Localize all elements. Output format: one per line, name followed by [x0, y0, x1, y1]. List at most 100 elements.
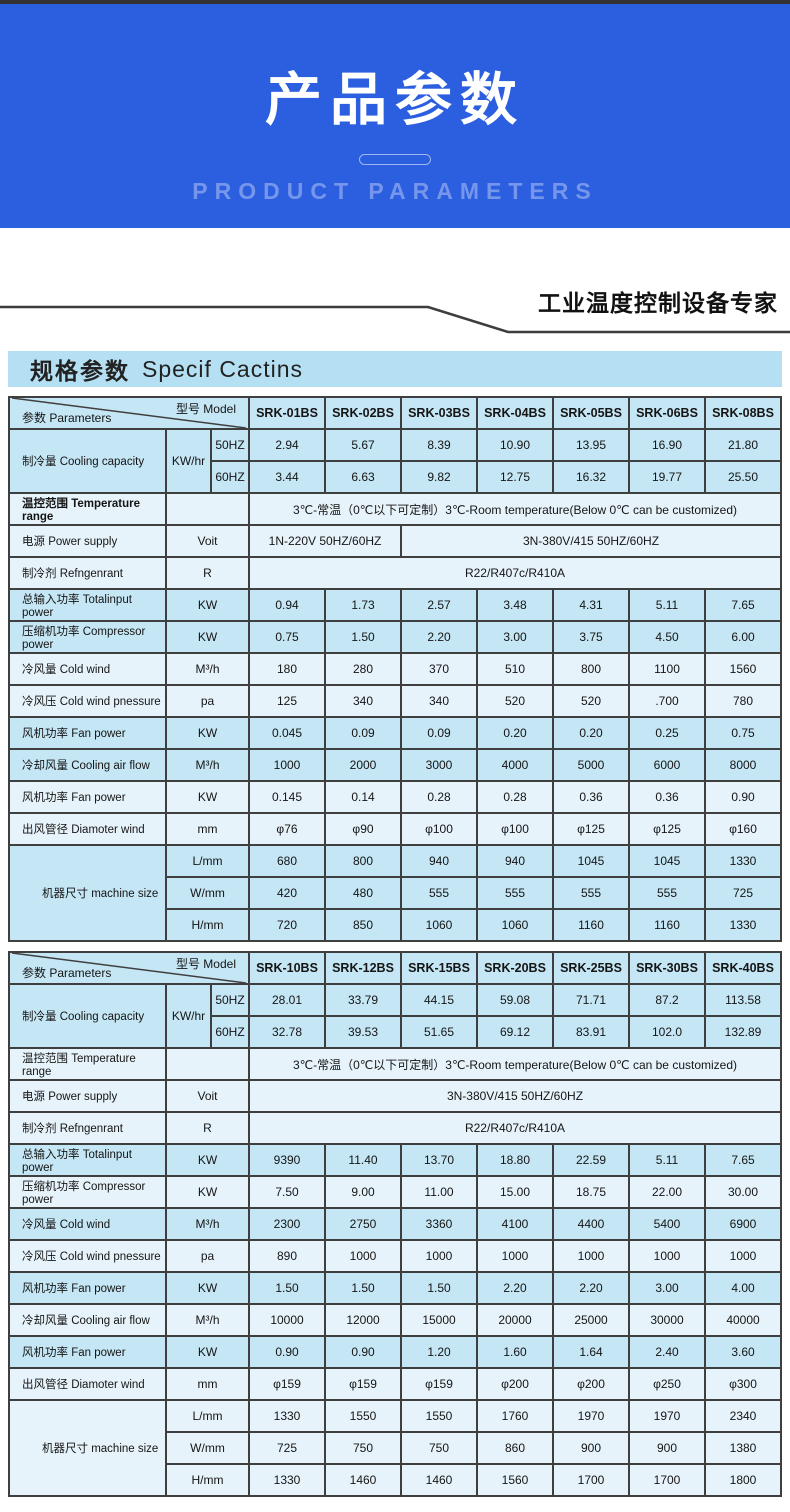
- model-header-cell: SRK-40BS: [704, 951, 782, 985]
- table-row: 压缩机功率 Compressor power KW 0.75 1.50 2.20 3.00…: [8, 620, 782, 654]
- unit-cell: R: [165, 1111, 250, 1145]
- value-cell: 0.90: [704, 780, 782, 814]
- row-label: 制冷剂 Refngenrant: [8, 1111, 167, 1145]
- unit-cell: KW: [165, 780, 250, 814]
- row-label: 风机功率 Fan power: [8, 1271, 167, 1305]
- table-row: 电源 Power supply Voit 3N-380V/415 50HZ/60HZ: [8, 1079, 782, 1113]
- value-cell: 1.50: [248, 1271, 326, 1305]
- unit-cell: KW: [165, 1143, 250, 1177]
- unit-cell: KW: [165, 620, 250, 654]
- corner-model-label: 型号 Model: [175, 402, 236, 416]
- table-row: 出风管径 Diamoter wind mm φ76 φ90 φ100 φ100 φ125 φ1…: [8, 812, 782, 846]
- unit-cell: KW: [165, 1335, 250, 1369]
- row-label: 出风管径 Diamoter wind: [8, 812, 167, 846]
- model-header-cell: SRK-10BS: [248, 951, 326, 985]
- value-cell: 1000: [704, 1239, 782, 1273]
- value-cell: 720: [248, 908, 326, 942]
- value-cell: 1000: [628, 1239, 706, 1273]
- value-cell: 1970: [628, 1399, 706, 1433]
- value-cell: 555: [552, 876, 630, 910]
- value-cell: 0.20: [476, 716, 554, 750]
- value-cell: 1.50: [324, 1271, 402, 1305]
- model-header-cell: SRK-06BS: [628, 396, 706, 430]
- value-cell: 3.44: [248, 460, 326, 494]
- value-cell: 420: [248, 876, 326, 910]
- value-cell: 3.00: [628, 1271, 706, 1305]
- unit-cell: [165, 492, 250, 526]
- row-label: 风机功率 Fan power: [8, 780, 167, 814]
- value-cell: 44.15: [400, 983, 478, 1017]
- unit-cell: KW: [165, 1175, 250, 1209]
- value-cell: 940: [400, 844, 478, 878]
- value-cell: 87.2: [628, 983, 706, 1017]
- value-cell: 11.00: [400, 1175, 478, 1209]
- value-cell: 1700: [552, 1463, 630, 1497]
- section-title-en: Specif Cactins: [142, 355, 304, 382]
- value-cell: φ159: [248, 1367, 326, 1401]
- value-cell: 1000: [476, 1239, 554, 1273]
- value-cell: 0.14: [324, 780, 402, 814]
- value-cell: 21.80: [704, 428, 782, 462]
- row-label: 风机功率 Fan power: [8, 716, 167, 750]
- row-label: 总输入功率 Totalinput power: [8, 1143, 167, 1177]
- value-cell: 900: [552, 1431, 630, 1465]
- row-label: 机器尺寸 machine size: [8, 844, 167, 942]
- value-cell: φ200: [476, 1367, 554, 1401]
- unit-cell: [165, 1047, 250, 1081]
- value-cell: 0.25: [628, 716, 706, 750]
- value-cell: 13.70: [400, 1143, 478, 1177]
- value-cell: 10000: [248, 1303, 326, 1337]
- value-cell: 32.78: [248, 1015, 326, 1049]
- unit-cell: Voit: [165, 524, 250, 558]
- value-cell: 18.75: [552, 1175, 630, 1209]
- unit-cell: R: [165, 556, 250, 590]
- value-cell: 1760: [476, 1399, 554, 1433]
- value-cell: 1100: [628, 652, 706, 686]
- value-cell: 800: [552, 652, 630, 686]
- unit-cell: M³/h: [165, 652, 250, 686]
- value-cell: 1460: [400, 1463, 478, 1497]
- span-value-cell: R22/R407c/R410A: [248, 1111, 782, 1145]
- value-cell: φ250: [628, 1367, 706, 1401]
- value-cell: 1330: [248, 1399, 326, 1433]
- value-cell: 1560: [704, 652, 782, 686]
- table-header-row: 型号 Model 参数 Parameters SRK-10BS SRK-12BS SRK…: [8, 951, 782, 985]
- table-row: 制冷剂 Refngenrant R R22/R407c/R410A: [8, 1111, 782, 1145]
- value-cell: 0.90: [324, 1335, 402, 1369]
- unit-cell: M³/h: [165, 1207, 250, 1241]
- row-label: 机器尺寸 machine size: [8, 1399, 167, 1497]
- value-cell: 25000: [552, 1303, 630, 1337]
- value-cell: 9.00: [324, 1175, 402, 1209]
- unit-cell: KW: [165, 588, 250, 622]
- divider-section: 工业温度控制设备专家: [0, 228, 790, 351]
- value-cell: φ300: [704, 1367, 782, 1401]
- value-cell: 11.40: [324, 1143, 402, 1177]
- value-cell: 2750: [324, 1207, 402, 1241]
- value-cell: 4.50: [628, 620, 706, 654]
- value-cell: 5000: [552, 748, 630, 782]
- table-row: 风机功率 Fan power KW 0.145 0.14 0.28 0.28 0.36 0.3…: [8, 780, 782, 814]
- value-cell: 4.31: [552, 588, 630, 622]
- value-cell: 0.75: [248, 620, 326, 654]
- row-label: 出风管径 Diamoter wind: [8, 1367, 167, 1401]
- value-cell: 1000: [324, 1239, 402, 1273]
- value-cell: 16.90: [628, 428, 706, 462]
- value-cell: 1045: [628, 844, 706, 878]
- value-cell: 1.50: [400, 1271, 478, 1305]
- diagonal-line: [12, 953, 246, 983]
- value-cell: 890: [248, 1239, 326, 1273]
- value-cell: 3.48: [476, 588, 554, 622]
- freq-cell: 60HZ: [210, 460, 250, 494]
- value-cell: 1000: [248, 748, 326, 782]
- table-row: 冷风压 Cold wind pnessure pa 125 340 340 520 520.…: [8, 684, 782, 718]
- freq-cell: 50HZ: [210, 428, 250, 462]
- corner-model-label: 型号 Model: [175, 957, 236, 971]
- value-cell: 33.79: [324, 983, 402, 1017]
- value-cell: 680: [248, 844, 326, 878]
- table-row: 出风管径 Diamoter wind mm φ159 φ159 φ159 φ200 φ200…: [8, 1367, 782, 1401]
- value-cell: 0.28: [476, 780, 554, 814]
- unit-cell: pa: [165, 1239, 250, 1273]
- value-cell: 51.65: [400, 1015, 478, 1049]
- value-cell: 780: [704, 684, 782, 718]
- value-cell: 125: [248, 684, 326, 718]
